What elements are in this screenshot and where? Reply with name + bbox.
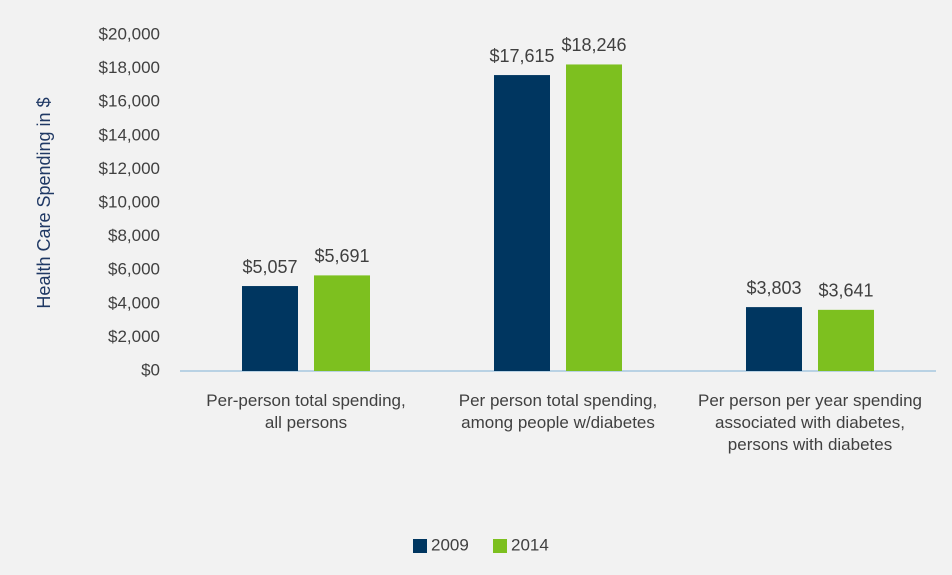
legend-label: 2014	[511, 535, 549, 554]
bar	[566, 64, 622, 372]
x-tick-label: Per person per year spending associated …	[698, 391, 922, 454]
y-axis-title: Health Care Spending in $	[34, 97, 54, 308]
value-label: $5,057	[242, 257, 297, 277]
bar	[746, 307, 802, 371]
x-tick-label: Per person total spending, among people …	[458, 391, 658, 432]
bar	[242, 286, 298, 371]
y-tick-label: $2,000	[108, 327, 160, 346]
legend-label: 2009	[431, 535, 469, 554]
bar	[494, 75, 550, 372]
value-label: $3,641	[818, 281, 873, 301]
y-tick-label: $4,000	[108, 293, 160, 312]
value-label: $18,246	[561, 35, 626, 55]
legend-swatch	[493, 539, 507, 553]
y-tick-label: $8,000	[108, 226, 160, 245]
y-tick-label: $10,000	[99, 192, 160, 211]
y-tick-label: $12,000	[99, 159, 160, 178]
y-tick-label: $0	[141, 360, 160, 379]
legend-swatch	[413, 539, 427, 553]
y-tick-label: $6,000	[108, 260, 160, 279]
y-tick-label: $20,000	[99, 24, 160, 43]
bar	[818, 309, 874, 371]
value-label: $5,691	[314, 246, 369, 266]
y-tick-label: $18,000	[99, 58, 160, 77]
value-label: $3,803	[746, 278, 801, 298]
bar	[314, 275, 370, 371]
y-tick-label: $16,000	[99, 92, 160, 111]
x-tick-label: Per-person total spending, all persons	[206, 391, 406, 432]
value-label: $17,615	[489, 46, 554, 66]
y-tick-label: $14,000	[99, 125, 160, 144]
